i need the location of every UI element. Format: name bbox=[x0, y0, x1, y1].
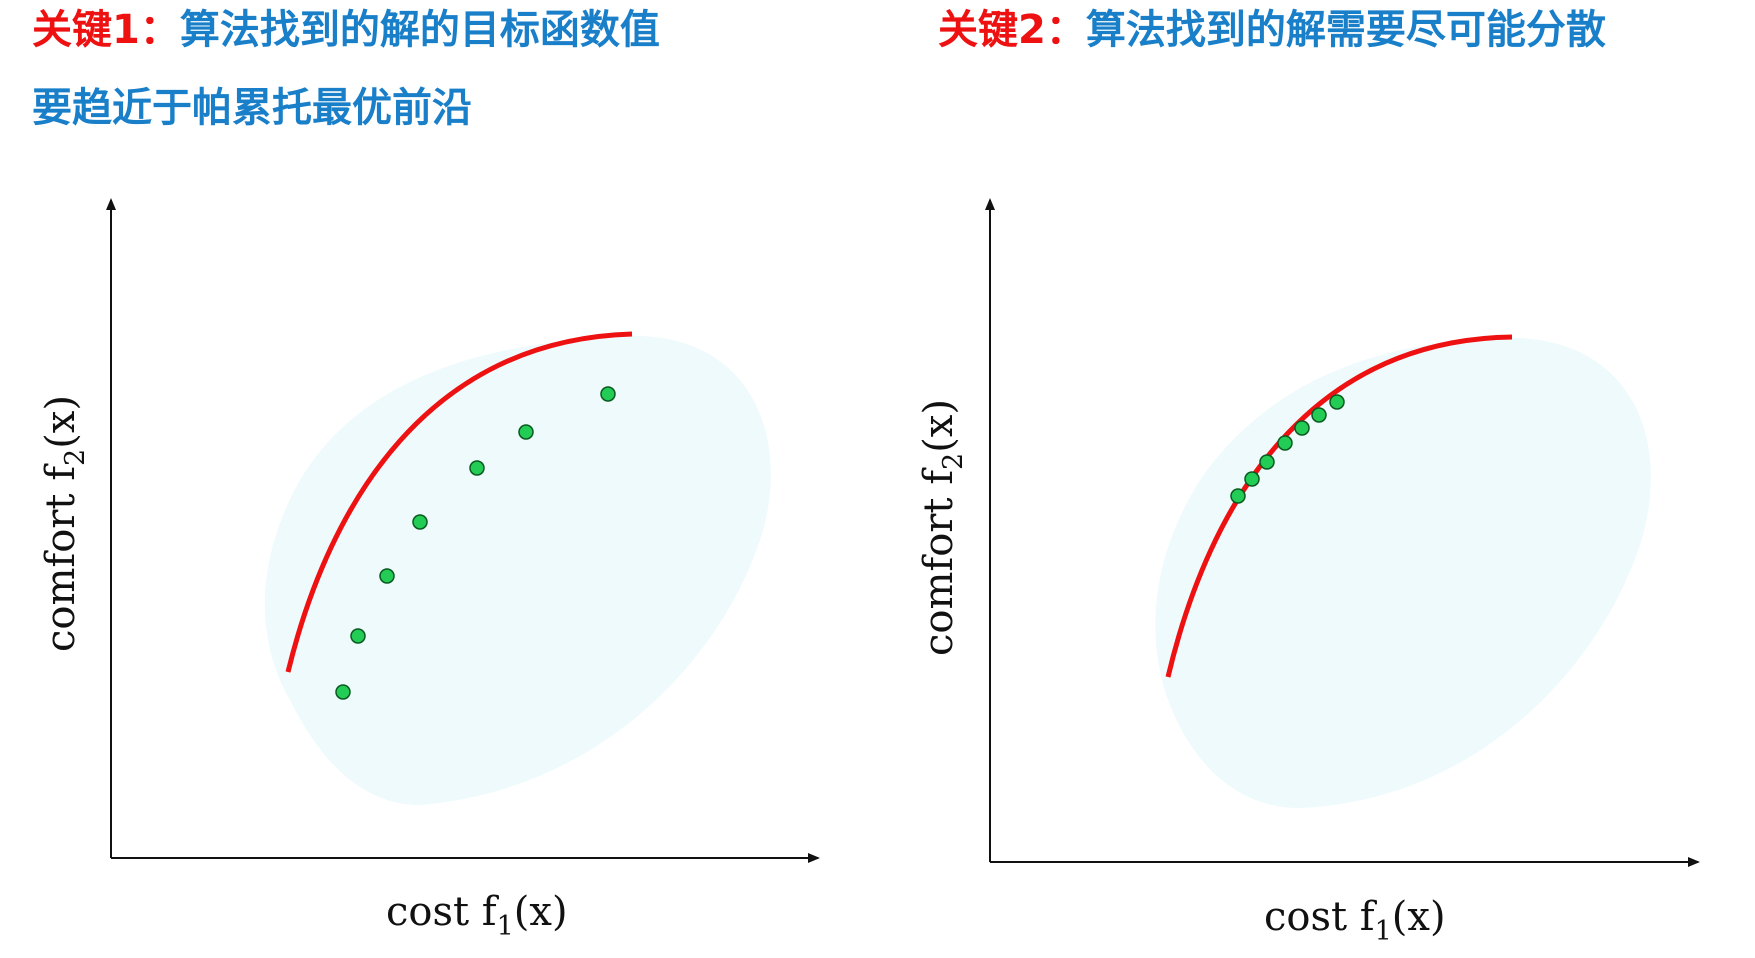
left-heading-text-line2: 要趋近于帕累托最优前沿 bbox=[32, 85, 472, 131]
left-solution-point bbox=[335, 684, 351, 700]
left-feasible-region bbox=[264, 336, 771, 805]
left-solution-point bbox=[469, 460, 485, 476]
left-solution-point bbox=[412, 514, 428, 530]
right-heading-key: 关键2 bbox=[938, 7, 1046, 53]
right-solution-point bbox=[1259, 454, 1275, 470]
right-solution-point bbox=[1311, 407, 1327, 423]
right-heading-text: 算法找到的解需要尽可能分散 bbox=[1085, 7, 1606, 53]
left-heading-line2: 要趋近于帕累托最优前沿 bbox=[32, 82, 472, 134]
right-heading: 关键2：算法找到的解需要尽可能分散 bbox=[938, 4, 1606, 56]
left-heading-text: 算法找到的解的目标函数值 bbox=[179, 7, 660, 53]
left-heading-colon: ： bbox=[139, 7, 180, 53]
left-x-axis-label: cost f1(x) bbox=[386, 889, 568, 942]
right-feasible-region bbox=[1155, 338, 1651, 808]
right-solution-point bbox=[1277, 435, 1293, 451]
left-heading: 关键1：算法找到的解的目标函数值 bbox=[32, 4, 660, 56]
left-y-axis-label: comfort f2(x) bbox=[38, 395, 91, 652]
left-solution-point bbox=[518, 424, 534, 440]
left-pareto-front bbox=[285, 331, 633, 673]
left-diagram: cost f1(x) comfort f2(x) bbox=[38, 198, 820, 942]
right-solution-point bbox=[1294, 420, 1310, 436]
left-solution-point bbox=[350, 628, 366, 644]
right-solution-point bbox=[1230, 488, 1246, 504]
right-heading-colon: ： bbox=[1045, 7, 1086, 53]
left-solution-point bbox=[600, 386, 616, 402]
right-solution-point bbox=[1244, 471, 1260, 487]
right-diagram: cost f1(x) comfort f2(x) bbox=[916, 198, 1700, 947]
right-x-axis-label: cost f1(x) bbox=[1264, 894, 1446, 947]
right-solution-point bbox=[1329, 394, 1345, 410]
left-heading-key: 关键1 bbox=[32, 7, 140, 53]
left-solution-point bbox=[379, 568, 395, 584]
right-y-axis-label: comfort f2(x) bbox=[916, 399, 969, 656]
